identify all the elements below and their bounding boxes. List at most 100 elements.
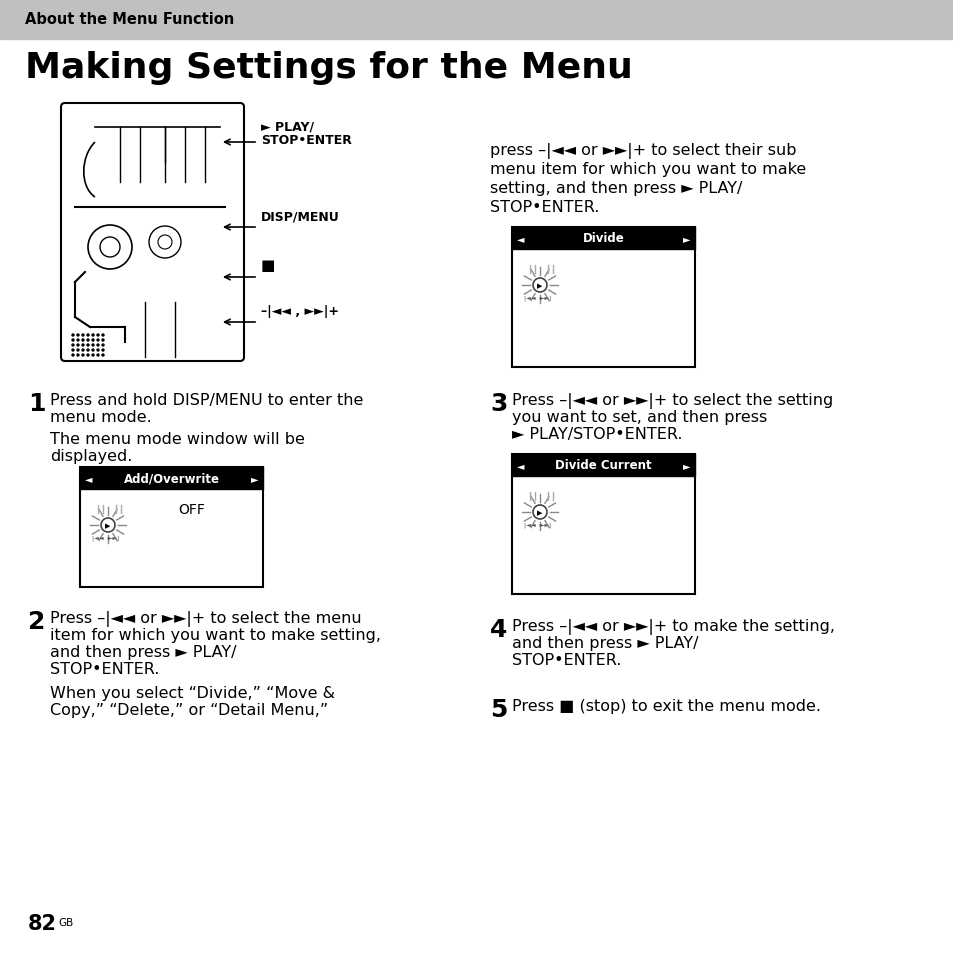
- Text: STOP•ENTER.: STOP•ENTER.: [490, 200, 598, 214]
- Text: Divide Current: Divide Current: [555, 459, 651, 472]
- Circle shape: [87, 345, 89, 347]
- Circle shape: [77, 350, 79, 352]
- Bar: [80, 468, 263, 587]
- Text: ▶: ▶: [537, 510, 542, 516]
- Circle shape: [97, 339, 99, 341]
- Circle shape: [97, 345, 99, 347]
- Circle shape: [87, 350, 89, 352]
- Text: Press ■ (stop) to exit the menu mode.: Press ■ (stop) to exit the menu mode.: [512, 699, 821, 713]
- Text: ►: ►: [681, 233, 689, 244]
- Text: ►: ►: [681, 460, 689, 471]
- Circle shape: [87, 355, 89, 356]
- Circle shape: [77, 339, 79, 341]
- Text: and then press ► PLAY/: and then press ► PLAY/: [50, 644, 236, 659]
- Circle shape: [97, 350, 99, 352]
- Text: item for which you want to make setting,: item for which you want to make setting,: [50, 627, 380, 642]
- Circle shape: [82, 339, 84, 341]
- Text: 2: 2: [28, 609, 46, 634]
- Text: –|◄◄ , ►►|+: –|◄◄ , ►►|+: [261, 305, 338, 317]
- Text: Press –|◄◄ or ►►|+ to select the menu: Press –|◄◄ or ►►|+ to select the menu: [50, 610, 361, 626]
- Circle shape: [77, 335, 79, 336]
- Circle shape: [149, 227, 181, 258]
- Text: ►: ►: [251, 474, 257, 483]
- Circle shape: [82, 350, 84, 352]
- Text: menu mode.: menu mode.: [50, 410, 152, 424]
- Circle shape: [102, 335, 104, 336]
- Text: menu item for which you want to make: menu item for which you want to make: [490, 162, 805, 177]
- Text: Press –|◄◄ or ►►|+ to select the setting: Press –|◄◄ or ►►|+ to select the setting: [512, 393, 832, 409]
- Text: Press –|◄◄ or ►►|+ to make the setting,: Press –|◄◄ or ►►|+ to make the setting,: [512, 618, 834, 635]
- Text: OFF: OFF: [178, 502, 205, 517]
- Circle shape: [91, 345, 94, 347]
- Text: ▶: ▶: [537, 283, 542, 289]
- Circle shape: [71, 345, 74, 347]
- Text: |◄◄  ►►|: |◄◄ ►►|: [524, 294, 551, 300]
- Text: 5: 5: [490, 698, 507, 721]
- Circle shape: [97, 355, 99, 356]
- Text: Press and hold DISP/MENU to enter the: Press and hold DISP/MENU to enter the: [50, 393, 363, 408]
- Bar: [512, 455, 695, 476]
- Text: you want to set, and then press: you want to set, and then press: [512, 410, 766, 424]
- Text: ◄: ◄: [85, 474, 92, 483]
- Circle shape: [91, 350, 94, 352]
- Circle shape: [102, 345, 104, 347]
- Circle shape: [71, 339, 74, 341]
- Text: Making Settings for the Menu: Making Settings for the Menu: [25, 51, 632, 85]
- Text: ◄: ◄: [517, 233, 524, 244]
- Circle shape: [87, 339, 89, 341]
- Circle shape: [533, 278, 546, 293]
- Text: Copy,” “Delete,” or “Detail Menu,”: Copy,” “Delete,” or “Detail Menu,”: [50, 702, 328, 718]
- Text: STOP•ENTER.: STOP•ENTER.: [50, 661, 159, 677]
- Text: setting, and then press ► PLAY/: setting, and then press ► PLAY/: [490, 181, 741, 195]
- Text: ◄: ◄: [517, 460, 524, 471]
- Circle shape: [82, 335, 84, 336]
- Bar: [512, 228, 695, 368]
- Bar: [512, 455, 695, 595]
- Text: ■: ■: [261, 257, 275, 273]
- Circle shape: [88, 226, 132, 270]
- Circle shape: [97, 335, 99, 336]
- Text: STOP•ENTER: STOP•ENTER: [261, 133, 352, 147]
- Circle shape: [77, 355, 79, 356]
- Text: DISP/MENU: DISP/MENU: [261, 210, 339, 223]
- FancyBboxPatch shape: [61, 104, 244, 361]
- Text: 3: 3: [490, 392, 507, 416]
- Bar: [512, 228, 695, 250]
- Circle shape: [87, 335, 89, 336]
- Text: 1: 1: [28, 392, 46, 416]
- Circle shape: [533, 505, 546, 519]
- Circle shape: [71, 335, 74, 336]
- Text: |◄◄  ►►|: |◄◄ ►►|: [92, 535, 119, 540]
- Text: About the Menu Function: About the Menu Function: [25, 12, 234, 28]
- Text: GB: GB: [58, 917, 73, 927]
- Circle shape: [101, 518, 115, 533]
- Circle shape: [77, 345, 79, 347]
- Text: 4: 4: [490, 618, 507, 641]
- Text: displayed.: displayed.: [50, 449, 132, 463]
- Bar: [0, 0, 953, 40]
- Circle shape: [158, 235, 172, 250]
- Circle shape: [71, 350, 74, 352]
- Circle shape: [102, 355, 104, 356]
- Circle shape: [71, 355, 74, 356]
- Text: |◄◄  ►►|: |◄◄ ►►|: [524, 521, 551, 527]
- Circle shape: [91, 339, 94, 341]
- Bar: [80, 468, 263, 490]
- Text: Divide: Divide: [582, 233, 623, 245]
- Text: Add/Overwrite: Add/Overwrite: [123, 472, 219, 485]
- Text: ► PLAY/STOP•ENTER.: ► PLAY/STOP•ENTER.: [512, 427, 681, 441]
- Circle shape: [82, 355, 84, 356]
- Circle shape: [82, 345, 84, 347]
- Circle shape: [91, 355, 94, 356]
- Text: ► PLAY/: ► PLAY/: [261, 121, 314, 133]
- Circle shape: [91, 335, 94, 336]
- Text: 82: 82: [28, 913, 57, 933]
- Circle shape: [102, 339, 104, 341]
- Text: When you select “Divide,” “Move &: When you select “Divide,” “Move &: [50, 685, 335, 700]
- Text: STOP•ENTER.: STOP•ENTER.: [512, 652, 620, 667]
- Circle shape: [102, 350, 104, 352]
- Text: and then press ► PLAY/: and then press ► PLAY/: [512, 636, 698, 650]
- Text: ▶: ▶: [105, 522, 111, 529]
- Circle shape: [100, 237, 120, 257]
- Text: press –|◄◄ or ►►|+ to select their sub: press –|◄◄ or ►►|+ to select their sub: [490, 143, 796, 159]
